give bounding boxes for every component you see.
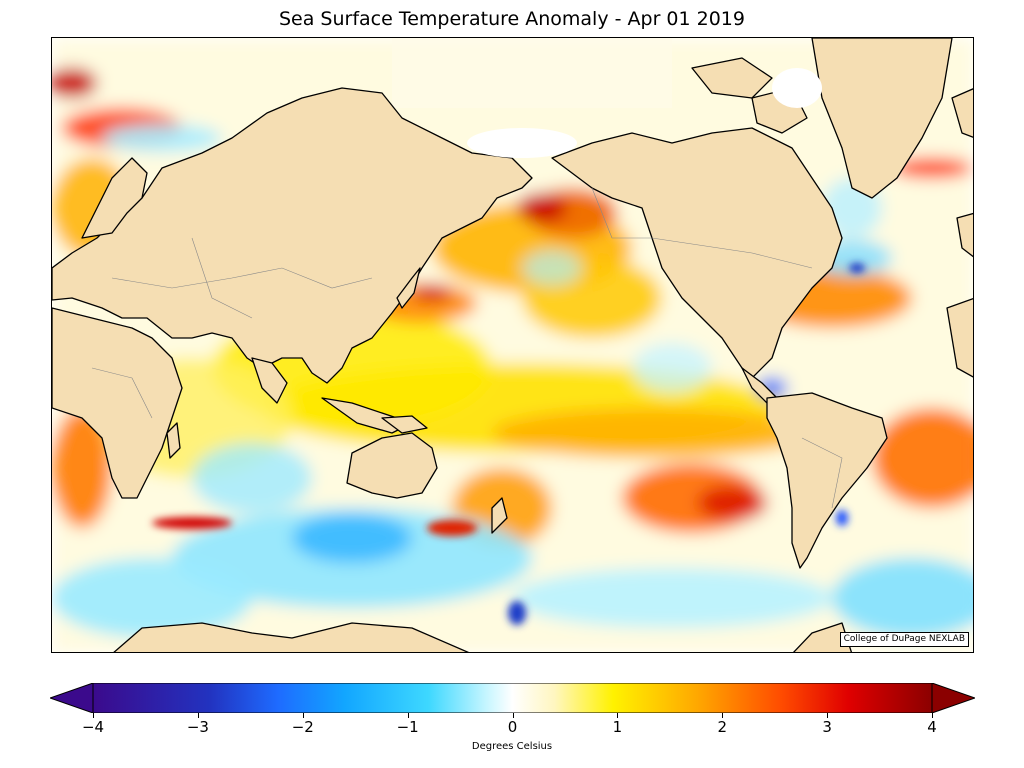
anomaly-strong-spots: [152, 263, 865, 625]
scandinavia: [81, 157, 148, 239]
africa: [52, 307, 183, 499]
colorbar-tick-mark: [722, 713, 724, 718]
colorbar-tick-mark: [93, 713, 94, 718]
colorbar-gradient: [92, 683, 933, 713]
australia: [346, 432, 438, 499]
colorbar-tick-label: −3: [186, 718, 209, 736]
colorbar-label: Degrees Celsius: [471, 741, 553, 752]
colorbar-extend-left: [50, 683, 94, 713]
credit-label: College of DuPage NEXLAB: [839, 632, 969, 647]
sst-anomaly-map[interactable]: College of DuPage NEXLAB: [51, 37, 974, 653]
colorbar-tick-label: −1: [396, 718, 419, 736]
colorbar-tick-label: −2: [291, 718, 314, 736]
colorbar: [50, 683, 975, 713]
colorbar-tick-mark: [617, 713, 619, 718]
colorbar-tick-mark: [512, 713, 514, 718]
colorbar-tick-mark: [407, 713, 409, 718]
colorbar-tick-mark: [827, 713, 829, 718]
land-masses: [52, 38, 973, 652]
colorbar-tick-mark: [197, 713, 199, 718]
colorbar-tick-label: −4: [81, 718, 105, 736]
south-america: [766, 392, 888, 569]
colorbar-extend-right: [931, 683, 975, 713]
country-borders: [91, 187, 843, 509]
europe-east-edge: [946, 298, 973, 378]
japan: [396, 267, 421, 309]
sea-ice: [467, 68, 822, 158]
new-zealand: [491, 497, 508, 534]
colorbar-tick-label: 3: [822, 718, 832, 736]
chart-title: Sea Surface Temperature Anomaly - Apr 01…: [278, 8, 745, 30]
india: [251, 357, 288, 404]
colorbar-tick-label: 1: [612, 718, 623, 736]
arctic-islands: [691, 57, 773, 99]
colorbar-tick-mark: [302, 713, 304, 718]
madagascar: [166, 422, 181, 459]
colorbar-tick-label: 4: [927, 718, 937, 736]
colorbar-tick-mark: [932, 713, 933, 718]
greenland: [811, 38, 953, 199]
north-america: [551, 127, 843, 379]
colorbar-tick-label: 2: [717, 718, 728, 736]
eurasia: [52, 87, 533, 384]
colorbar-tick-label: 0: [507, 718, 518, 736]
new-guinea: [381, 415, 428, 434]
map-canvas: [52, 38, 973, 652]
antarctica: [113, 622, 470, 652]
